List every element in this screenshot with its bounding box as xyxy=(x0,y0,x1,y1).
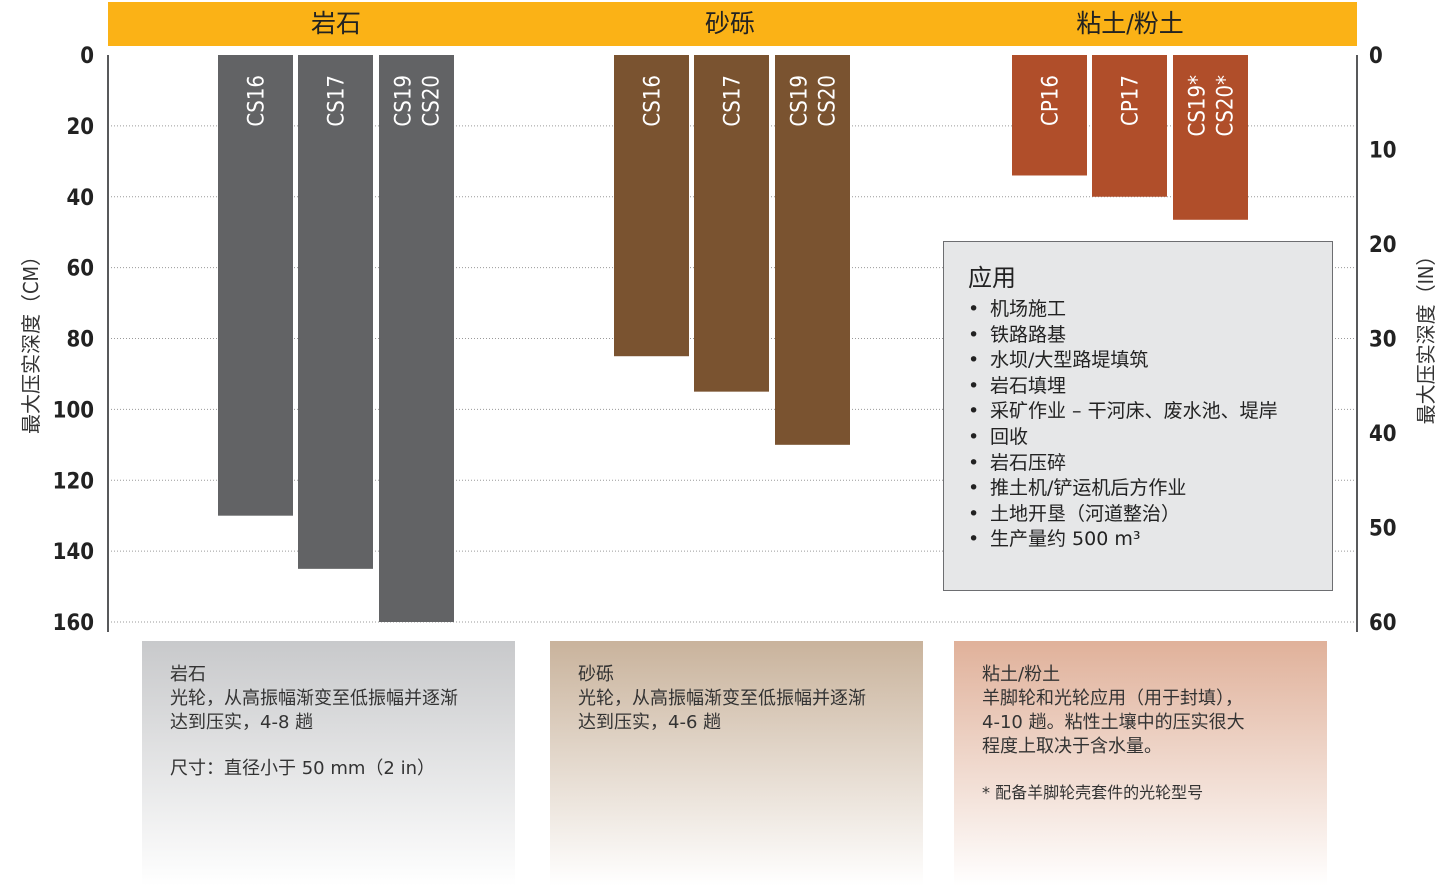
bar xyxy=(614,55,689,357)
bar xyxy=(1012,55,1087,176)
header-label: 粘土/粉土 xyxy=(1076,9,1184,38)
bar xyxy=(379,55,454,622)
bar-label: CS17 xyxy=(721,75,746,127)
rock-panel-size: 尺寸：直径小于 50 mm（2 in） xyxy=(170,758,435,779)
gravel-panel-line: 光轮，从高振幅渐变至低振幅并逐渐 xyxy=(578,688,866,709)
depth-chart: 岩石 砂砾 粘土/粉土 CS16 CS17 CS19 CS20 CS16 CS17 CS19 CS… xyxy=(19,2,1438,636)
rock-panel-line: 光轮，从高振幅渐变至低振幅并逐渐 xyxy=(170,688,458,709)
clay-panel-title: 粘土/粉土 xyxy=(982,664,1061,685)
left-tick-label: 60 xyxy=(66,257,94,282)
application-item: 推土机/铲运机后方作业 xyxy=(968,476,1332,502)
bar-label: CS19 xyxy=(392,75,417,127)
rock-panel-title: 岩石 xyxy=(170,664,206,685)
clay-panel: 粘土/粉土 羊脚轮和光轮应用（用于封填）， 4-10 趟。粘性土壤中的压实很大 … xyxy=(954,641,1327,886)
clay-panel-note: * 配备羊脚轮壳套件的光轮型号 xyxy=(982,783,1204,802)
bar-label: CS16 xyxy=(245,75,270,127)
bar-label: CS20* xyxy=(1214,75,1239,137)
application-item: 采矿作业 – 干河床、废水池、堤岸 xyxy=(968,399,1332,425)
category-header: 岩石 砂砾 粘土/粉土 xyxy=(108,2,1357,46)
left-tick-label: 40 xyxy=(66,186,94,211)
bar-label: CP16 xyxy=(1039,75,1064,126)
left-tick-label: 160 xyxy=(53,611,94,636)
right-tick-label: 40 xyxy=(1369,422,1397,447)
applications-box: 应用 机场施工 铁路路基 水坝/大型路堤填筑 岩石填埋 采矿作业 – 干河床、废… xyxy=(943,241,1333,591)
bar xyxy=(1173,55,1248,220)
bar-label: CS20 xyxy=(816,75,841,127)
header-band xyxy=(108,2,1357,46)
bar xyxy=(775,55,850,445)
right-tick-label: 50 xyxy=(1369,517,1397,542)
right-tick-label: 60 xyxy=(1369,611,1397,636)
application-item: 生产量约 500 m³ xyxy=(968,527,1332,553)
bar-label: CS20 xyxy=(420,75,445,127)
application-item: 水坝/大型路堤填筑 xyxy=(968,348,1332,374)
left-tick-label: 20 xyxy=(66,115,94,140)
bar-label: CP17 xyxy=(1119,75,1144,126)
gravel-panel-line: 达到压实，4-6 趟 xyxy=(578,712,722,733)
right-axis-label: 最大压实深度（IN） xyxy=(1414,246,1438,425)
application-item: 回收 xyxy=(968,425,1332,451)
left-axis-label: 最大压实深度（CM） xyxy=(19,246,43,434)
right-tick-label: 20 xyxy=(1369,233,1397,258)
bar xyxy=(218,55,293,516)
bar xyxy=(298,55,373,569)
right-tick-label: 0 xyxy=(1369,44,1383,69)
clay-panel-line: 4-10 趟。粘性土壤中的压实很大 xyxy=(982,712,1245,733)
right-tick-label: 10 xyxy=(1369,139,1397,164)
left-tick-label: 120 xyxy=(53,469,94,494)
application-item: 机场施工 xyxy=(968,297,1332,323)
left-tick-label: 0 xyxy=(80,44,94,69)
bar-label: CS17 xyxy=(325,75,350,127)
application-item: 岩石压碎 xyxy=(968,451,1332,477)
rock-panel-line: 达到压实，4-8 趟 xyxy=(170,712,314,733)
bars: CS16 CS17 CS19 CS20 CS16 CS17 CS19 CS20 CP16 CP17… xyxy=(218,55,1248,622)
clay-panel-line: 羊脚轮和光轮应用（用于封填）， xyxy=(982,688,1243,709)
clay-panel-line: 程度上取决于含水量。 xyxy=(982,736,1162,757)
bar-label: CS19 xyxy=(788,75,813,127)
axes: 0 20 40 60 80 100 120 140 160 0 10 20 30 40 50 60 最大压实深度… xyxy=(19,44,1438,636)
left-tick-label: 100 xyxy=(53,398,94,423)
bar-label: CS19* xyxy=(1186,75,1211,137)
applications-list: 机场施工 铁路路基 水坝/大型路堤填筑 岩石填埋 采矿作业 – 干河床、废水池、… xyxy=(968,297,1332,553)
application-item: 土地开垦（河道整治） xyxy=(968,502,1332,528)
bar xyxy=(1092,55,1167,197)
application-item: 铁路路基 xyxy=(968,323,1332,349)
header-label: 砂砾 xyxy=(705,9,755,38)
gravel-panel-title: 砂砾 xyxy=(578,664,614,685)
rock-panel: 岩石 光轮，从高振幅渐变至低振幅并逐渐 达到压实，4-8 趟 尺寸：直径小于 5… xyxy=(142,641,515,886)
bar xyxy=(694,55,769,392)
applications-title: 应用 xyxy=(968,264,1016,292)
right-tick-label: 30 xyxy=(1369,328,1397,353)
header-label: 岩石 xyxy=(311,9,361,38)
left-tick-label: 140 xyxy=(53,540,94,565)
gravel-panel: 砂砾 光轮，从高振幅渐变至低振幅并逐渐 达到压实，4-6 趟 xyxy=(550,641,923,886)
left-tick-label: 80 xyxy=(66,328,94,353)
application-item: 岩石填埋 xyxy=(968,374,1332,400)
bar-label: CS16 xyxy=(641,75,666,127)
